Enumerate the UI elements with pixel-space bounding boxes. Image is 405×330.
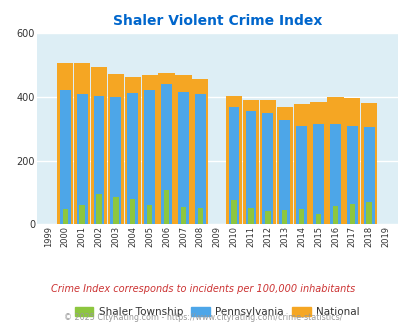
Bar <box>245 111 256 224</box>
Bar <box>315 214 320 224</box>
Bar <box>366 202 371 224</box>
Bar <box>248 209 253 224</box>
Bar <box>57 63 73 224</box>
Bar <box>349 204 354 224</box>
Bar <box>310 102 326 224</box>
Bar <box>175 76 191 224</box>
Bar <box>161 84 172 224</box>
Bar <box>124 77 141 224</box>
Bar <box>60 90 70 224</box>
Bar <box>226 95 242 224</box>
Bar <box>74 63 90 224</box>
Bar <box>77 94 87 224</box>
Bar <box>113 197 118 224</box>
Bar <box>281 210 287 224</box>
Bar <box>276 107 292 224</box>
Bar <box>192 79 208 224</box>
Bar <box>262 113 273 224</box>
Bar <box>332 206 337 224</box>
Bar <box>231 200 236 224</box>
Bar <box>158 73 174 224</box>
Bar <box>312 124 323 224</box>
Bar <box>110 97 121 224</box>
Bar <box>264 211 270 224</box>
Bar <box>180 207 185 224</box>
Bar <box>108 74 124 224</box>
Bar <box>346 126 357 224</box>
Bar <box>164 190 169 224</box>
Bar <box>326 97 343 224</box>
Legend: Shaler Township, Pennsylvania, National: Shaler Township, Pennsylvania, National <box>70 302 363 321</box>
Bar <box>130 199 135 224</box>
Bar <box>144 90 155 224</box>
Bar <box>279 120 290 224</box>
Bar <box>147 205 152 224</box>
Bar <box>197 209 202 224</box>
Bar <box>296 126 306 224</box>
Bar <box>141 75 158 224</box>
Bar <box>62 209 68 224</box>
Bar <box>127 93 138 224</box>
Bar <box>228 107 239 224</box>
Bar <box>194 94 205 224</box>
Bar <box>363 127 374 224</box>
Bar <box>343 98 360 224</box>
Bar <box>293 105 309 224</box>
Bar <box>178 92 188 224</box>
Text: Crime Index corresponds to incidents per 100,000 inhabitants: Crime Index corresponds to incidents per… <box>51 284 354 294</box>
Bar <box>91 67 107 224</box>
Title: Shaler Violent Crime Index: Shaler Violent Crime Index <box>112 14 321 28</box>
Bar <box>79 205 85 224</box>
Bar <box>360 103 376 224</box>
Text: © 2025 CityRating.com - https://www.cityrating.com/crime-statistics/: © 2025 CityRating.com - https://www.city… <box>64 313 341 322</box>
Bar <box>298 209 304 224</box>
Bar <box>259 100 275 224</box>
Bar <box>329 124 340 224</box>
Bar <box>96 194 102 224</box>
Bar <box>94 96 104 224</box>
Bar <box>242 100 258 224</box>
